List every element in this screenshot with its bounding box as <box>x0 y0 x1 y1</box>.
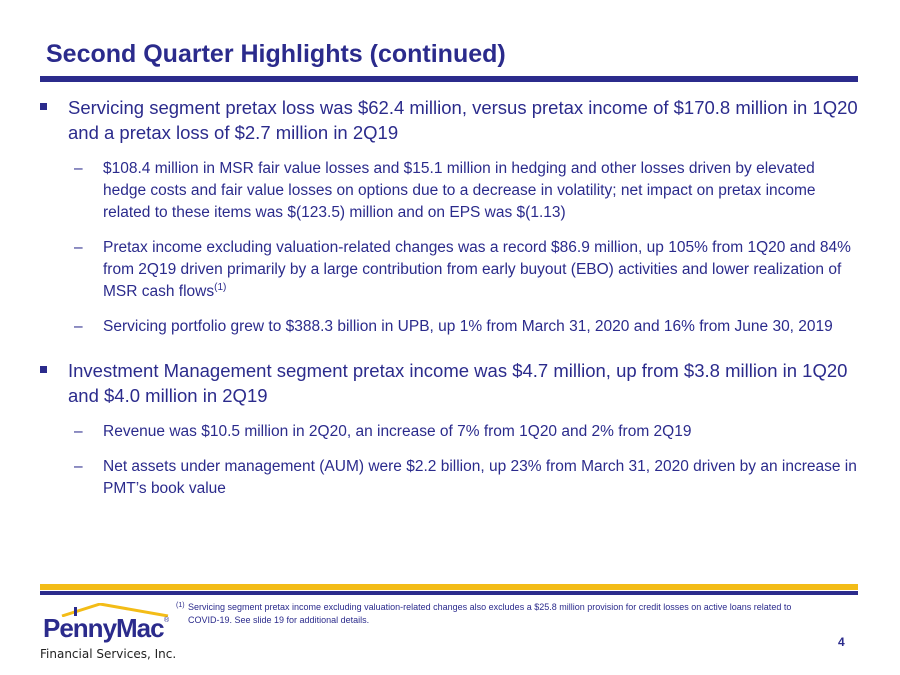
footnote-reference: (1) <box>214 281 227 293</box>
footnote: (1) Servicing segment pretax income excl… <box>176 601 816 627</box>
bullet-investment-management: Investment Management segment pretax inc… <box>40 358 858 408</box>
sub-bullet-text: Revenue was $10.5 million in 2Q20, an in… <box>103 423 692 440</box>
dash-bullet-icon: – <box>74 318 83 335</box>
dash-bullet-icon: – <box>74 239 83 256</box>
bullet-text: Servicing segment pretax loss was $62.4 … <box>68 97 858 143</box>
title-rule <box>40 76 858 82</box>
footer-rule-navy <box>40 591 858 595</box>
dash-bullet-icon: – <box>74 458 83 475</box>
square-bullet-icon <box>40 366 47 373</box>
sub-bullet-msr-losses: – $108.4 million in MSR fair value losse… <box>40 158 858 224</box>
square-bullet-icon <box>40 103 47 110</box>
footer-rule-gold <box>40 584 858 590</box>
bullet-text: Investment Management segment pretax inc… <box>68 360 848 406</box>
sub-bullet-text: $108.4 million in MSR fair value losses … <box>103 160 816 221</box>
sub-bullet-pretax-excluding: – Pretax income excluding valuation-rela… <box>40 237 858 303</box>
registered-mark: ® <box>164 617 170 624</box>
roof-icon <box>61 603 169 617</box>
dash-bullet-icon: – <box>74 423 83 440</box>
slide-title: Second Quarter Highlights (continued) <box>46 40 506 68</box>
sub-bullet-text: Servicing portfolio grew to $388.3 billi… <box>103 318 833 335</box>
dash-bullet-icon: – <box>74 160 83 177</box>
sub-bullet-portfolio: – Servicing portfolio grew to $388.3 bil… <box>40 316 858 338</box>
sub-bullet-revenue: – Revenue was $10.5 million in 2Q20, an … <box>40 421 858 443</box>
sub-bullet-text: Pretax income excluding valuation-relate… <box>103 239 851 300</box>
bullet-servicing: Servicing segment pretax loss was $62.4 … <box>40 95 858 145</box>
page-number: 4 <box>838 635 845 649</box>
company-logo: PennyMac ® Financial Services, Inc. <box>40 603 180 665</box>
footnote-mark: (1) <box>176 602 185 609</box>
logo-subtitle: Financial Services, Inc. <box>40 647 177 661</box>
logo-wordmark: PennyMac <box>43 613 165 643</box>
footnote-text: Servicing segment pretax income excludin… <box>188 602 792 625</box>
sub-bullet-aum: – Net assets under management (AUM) were… <box>40 456 858 500</box>
slide-content: Servicing segment pretax loss was $62.4 … <box>40 95 858 500</box>
sub-bullet-text: Net assets under management (AUM) were $… <box>103 458 857 497</box>
